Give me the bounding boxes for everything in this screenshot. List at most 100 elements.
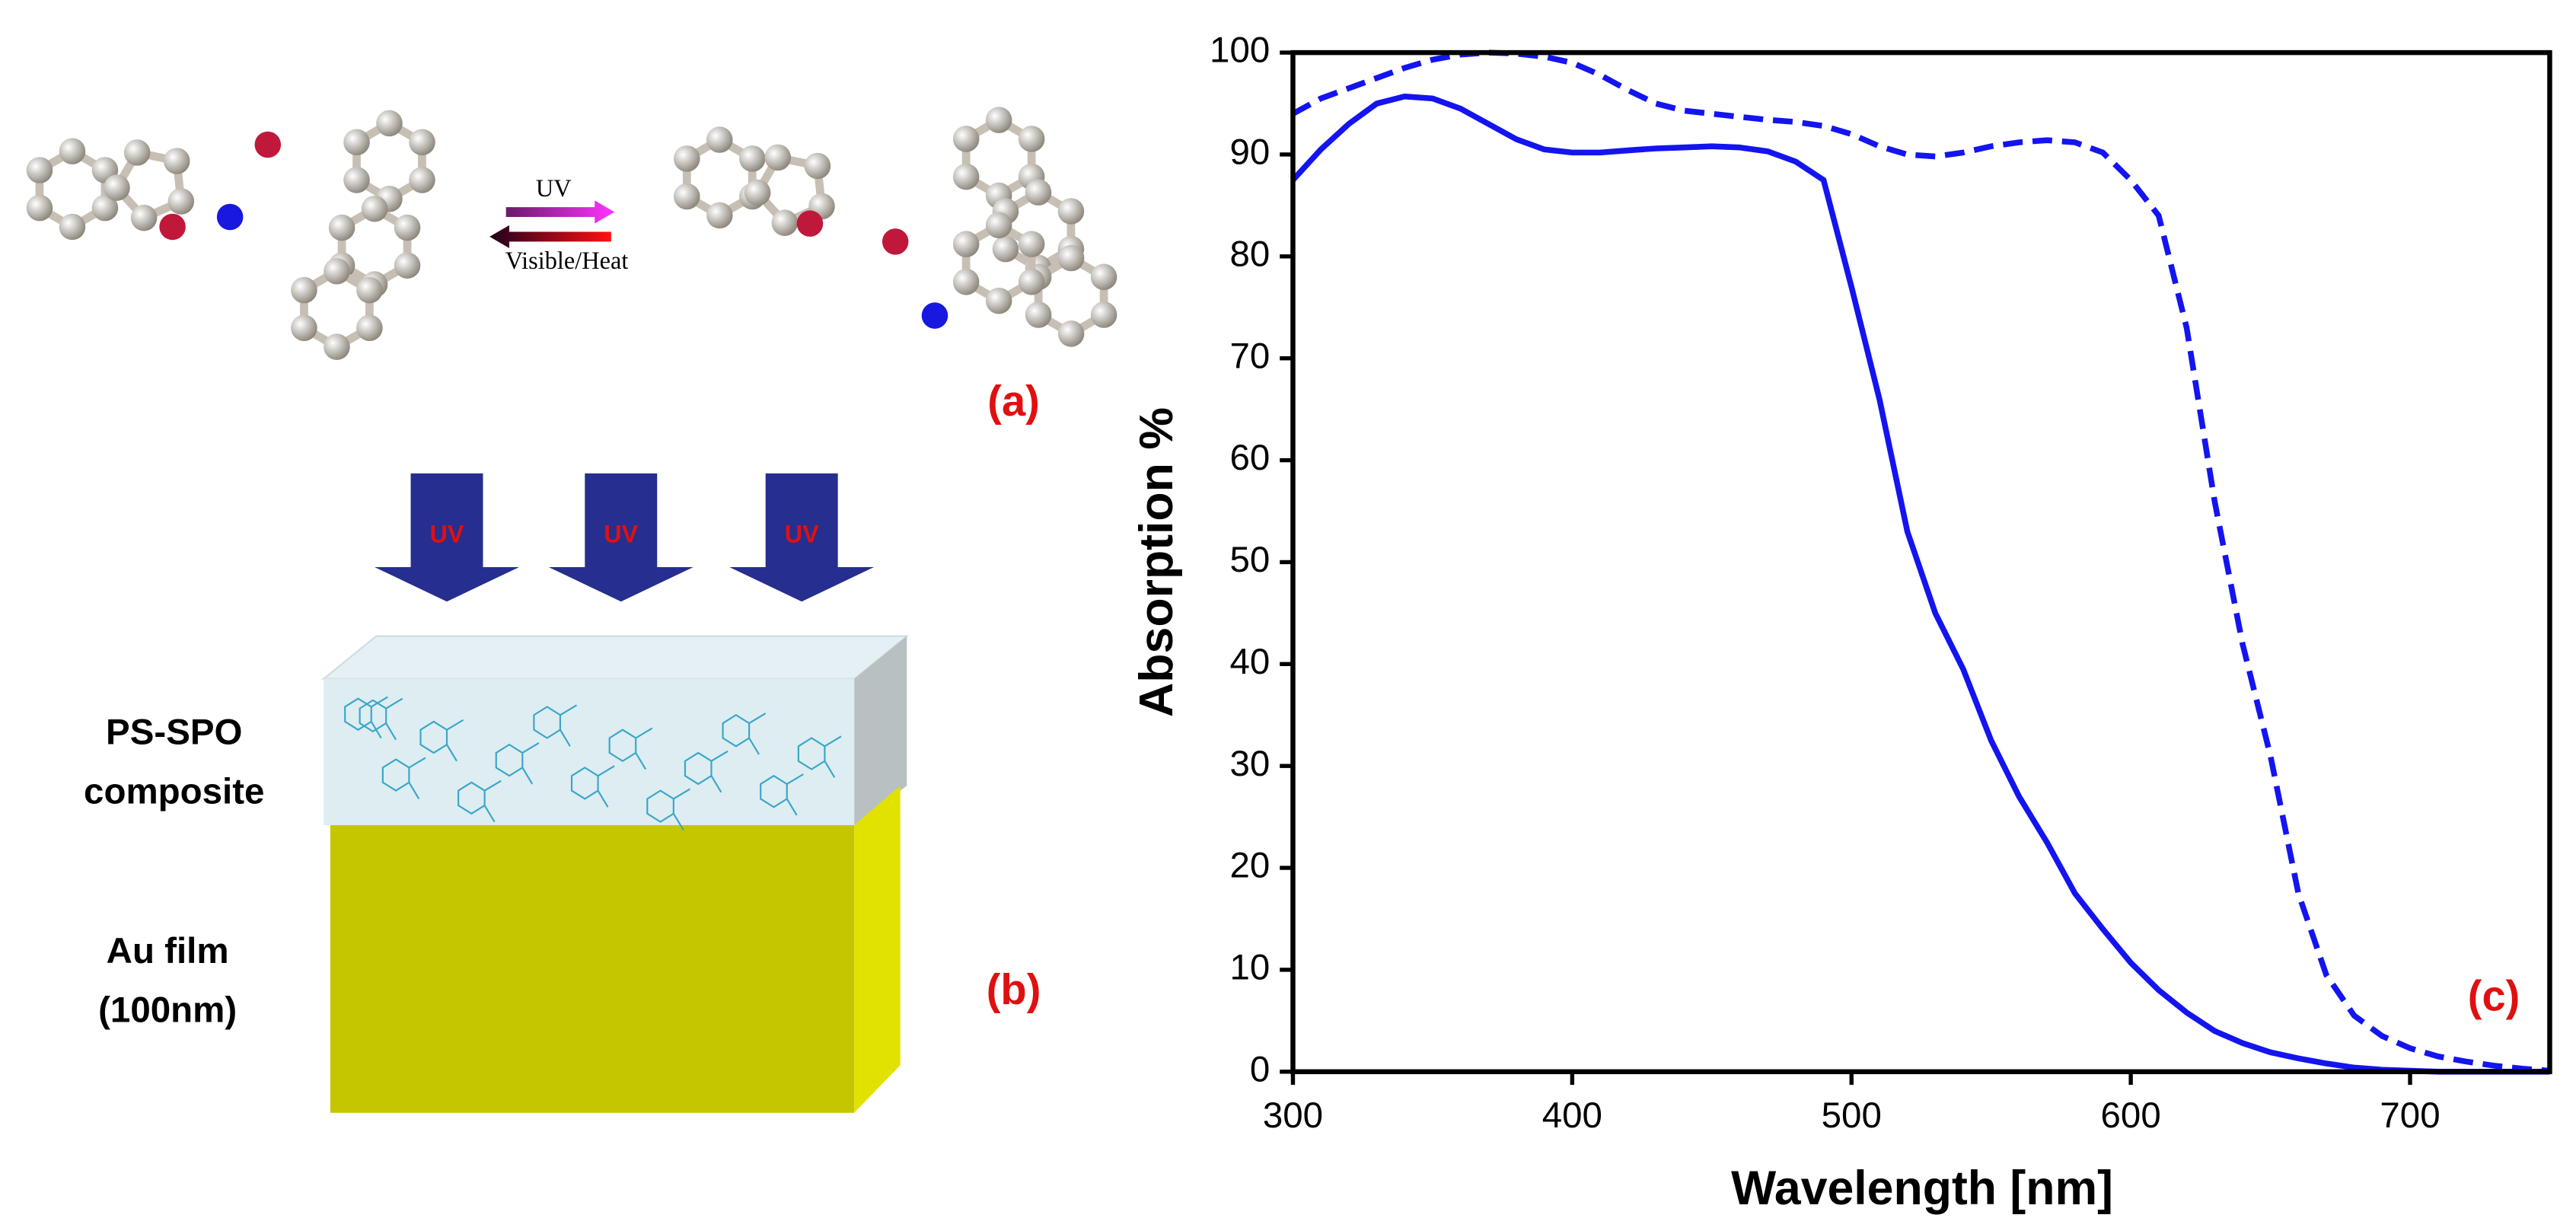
x-axis-label: Wavelength [nm]	[1731, 1162, 2113, 1215]
atom	[124, 139, 151, 166]
atom	[291, 277, 317, 304]
atom	[986, 107, 1012, 133]
atom	[953, 164, 980, 190]
atom	[27, 195, 53, 222]
x-tick-label: 600	[2101, 1095, 2161, 1136]
atom	[706, 126, 733, 153]
atom	[409, 129, 435, 156]
y-tick-label: 30	[1229, 744, 1270, 784]
atom	[993, 236, 1019, 263]
layer-label: Au film	[107, 931, 229, 971]
layer-label: composite	[84, 771, 264, 811]
atom	[1019, 231, 1045, 257]
series-line	[1293, 53, 2549, 1070]
uv-arrow-label: UV	[430, 520, 464, 547]
y-tick-label: 100	[1210, 30, 1270, 71]
atom	[674, 145, 700, 172]
atom	[986, 212, 1012, 239]
atom	[409, 167, 435, 193]
forward-label: UV	[536, 175, 572, 202]
plot-frame	[1293, 53, 2549, 1072]
atom	[674, 183, 700, 210]
atom	[59, 138, 86, 164]
atom	[217, 204, 244, 231]
atom	[168, 188, 195, 215]
y-tick-label: 20	[1229, 846, 1270, 886]
layer-front	[324, 679, 854, 825]
atom	[376, 110, 403, 137]
atom	[1058, 198, 1085, 225]
atom	[1058, 320, 1085, 347]
atom	[255, 132, 282, 158]
y-tick-label: 50	[1229, 540, 1270, 580]
atom	[882, 228, 909, 255]
y-tick-label: 0	[1250, 1049, 1270, 1089]
atom	[1091, 301, 1117, 328]
atom	[329, 215, 355, 241]
atom	[59, 214, 86, 241]
gold-front	[330, 825, 854, 1113]
atom	[131, 205, 158, 231]
atom	[953, 269, 980, 295]
atom	[772, 209, 799, 236]
atom	[324, 258, 350, 285]
panel-label: (b)	[987, 965, 1041, 1013]
page: {"chart_data": {"type": "line", "x_label…	[0, 0, 2576, 1218]
atom	[394, 252, 421, 279]
y-tick-label: 70	[1229, 336, 1270, 376]
atom	[356, 314, 383, 341]
atom	[394, 215, 421, 241]
atom	[1025, 301, 1052, 328]
x-tick-label: 500	[1822, 1095, 1882, 1136]
uv-arrow-label: UV	[785, 520, 819, 547]
atom	[362, 196, 388, 222]
atom	[159, 214, 186, 241]
y-tick-label: 80	[1229, 234, 1270, 274]
atom	[805, 153, 831, 180]
atom	[953, 231, 980, 257]
series-line	[1293, 97, 2549, 1072]
atom	[765, 145, 792, 171]
layer-label: PS-SPO	[106, 713, 242, 753]
reverse-arrow	[489, 225, 611, 248]
y-tick-label: 40	[1229, 642, 1270, 682]
atom	[343, 167, 370, 193]
x-tick-label: 700	[2380, 1095, 2440, 1136]
atom	[1019, 126, 1045, 152]
uv-arrows: UV UV UV	[375, 473, 874, 601]
atom	[1019, 269, 1045, 295]
y-tick-label: 90	[1229, 132, 1270, 173]
atom	[164, 148, 190, 174]
atom	[953, 126, 980, 152]
figure: UV Visible/Heat (a) UV UV UV PS-SPO compos…	[0, 0, 2576, 1218]
atom	[343, 129, 370, 156]
atom	[1091, 264, 1117, 291]
panel-label: (c)	[2468, 972, 2520, 1020]
atom	[744, 180, 771, 206]
forward-arrow	[506, 200, 614, 223]
atom	[1025, 179, 1052, 206]
atom	[324, 333, 350, 360]
atom	[739, 145, 766, 172]
layer-label: (100nm)	[98, 990, 237, 1031]
panel-label: (a)	[987, 377, 1040, 425]
reverse-label: Visible/Heat	[505, 247, 629, 275]
chart: 0 10 20 30 40 50 60 70 80 90 100 300 400 500 600 700 Abs…	[1130, 30, 2549, 1215]
atom	[797, 210, 824, 237]
y-tick-label: 10	[1229, 947, 1270, 987]
y-tick-label: 60	[1229, 438, 1270, 478]
atom	[986, 288, 1012, 314]
atom	[291, 314, 317, 341]
atom	[104, 174, 130, 201]
atom	[27, 157, 53, 183]
y-axis-label: Absorption %	[1130, 407, 1183, 717]
atom	[356, 277, 383, 304]
atom	[1058, 245, 1085, 272]
atom	[922, 302, 948, 329]
gold-side	[854, 786, 900, 1113]
uv-arrow-label: UV	[604, 520, 638, 547]
x-tick-label: 300	[1263, 1095, 1323, 1136]
atom	[706, 202, 733, 229]
x-tick-label: 400	[1542, 1095, 1602, 1136]
layer-top-face	[324, 636, 907, 679]
